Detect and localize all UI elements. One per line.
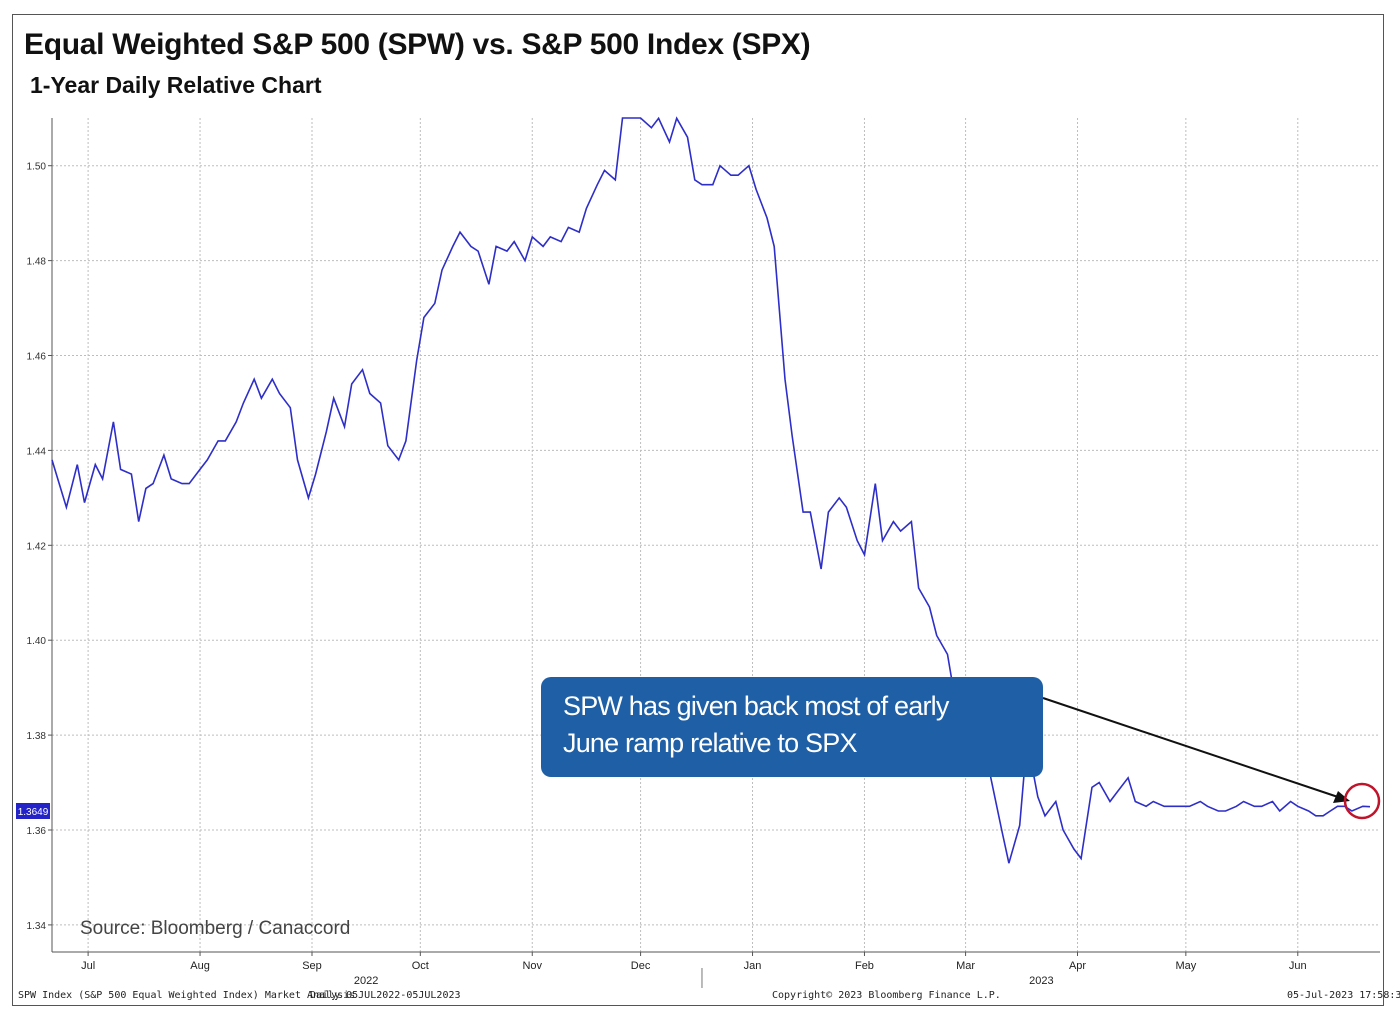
- y-tick-label: 1.50: [27, 162, 47, 173]
- x-tick-label: May: [1175, 960, 1196, 972]
- annotation-callout: SPW has given back most of early June ra…: [541, 677, 1043, 777]
- y-tick-label: 1.38: [27, 731, 47, 742]
- series-line: [51, 116, 1371, 864]
- x-tick-label: Sep: [302, 960, 322, 972]
- y-tick-label: 1.46: [27, 352, 47, 363]
- callout-arrow-line: [1042, 697, 1339, 798]
- x-tick-label: Oct: [412, 960, 429, 972]
- x-year-label: 2023: [1029, 975, 1053, 987]
- chart-title: Equal Weighted S&P 500 (SPW) vs. S&P 500…: [24, 28, 811, 61]
- last-value-highlight-circle: [1343, 782, 1381, 820]
- gridlines: [52, 118, 1380, 952]
- y-tick-label: 1.40: [27, 636, 47, 647]
- y-tick-label: 1.36: [27, 826, 47, 837]
- x-tick-label: Jul: [81, 960, 95, 972]
- y-tick-label: 1.42: [27, 541, 47, 552]
- x-tick-label: Nov: [522, 960, 542, 972]
- footer-security: SPW Index (S&P 500 Equal Weighted Index)…: [18, 990, 356, 1001]
- chart-subtitle: 1-Year Daily Relative Chart: [30, 72, 322, 98]
- chart-frame: [12, 14, 1384, 1006]
- callout-line-1: SPW has given back most of early: [563, 691, 949, 721]
- footer-copyright: Copyright© 2023 Bloomberg Finance L.P.: [772, 990, 1001, 1001]
- x-tick-label: Dec: [631, 960, 651, 972]
- y-tick-label: 1.48: [27, 257, 47, 268]
- x-axis-ticks: Jul Aug Sep Oct Nov Dec Jan Feb Mar Apr May Jun 2022…: [81, 952, 1307, 988]
- x-year-label: 2022: [354, 975, 378, 987]
- x-tick-label: Mar: [956, 960, 975, 972]
- footer-date-range: Daily 05JUL2022-05JUL2023: [310, 990, 461, 1001]
- footer-timestamp: 05-Jul-2023 17:58:37: [1287, 990, 1400, 1001]
- y-tick-label: 1.44: [27, 446, 47, 457]
- last-value-tag: 1.3649: [16, 803, 50, 819]
- x-tick-label: Apr: [1069, 960, 1086, 972]
- last-value-tag-text: 1.3649: [18, 807, 49, 818]
- callout-line-2: June ramp relative to SPX: [563, 728, 857, 758]
- x-tick-label: Jan: [744, 960, 762, 972]
- x-tick-label: Feb: [855, 960, 874, 972]
- x-tick-label: Aug: [190, 960, 210, 972]
- y-axis-ticks: 1.34 1.36 1.38 1.40 1.42 1.44 1.46 1.48 1.50: [27, 162, 52, 932]
- x-tick-label: Jun: [1289, 960, 1307, 972]
- y-tick-label: 1.34: [27, 921, 47, 932]
- source-note: Source: Bloomberg / Canaccord: [80, 918, 351, 939]
